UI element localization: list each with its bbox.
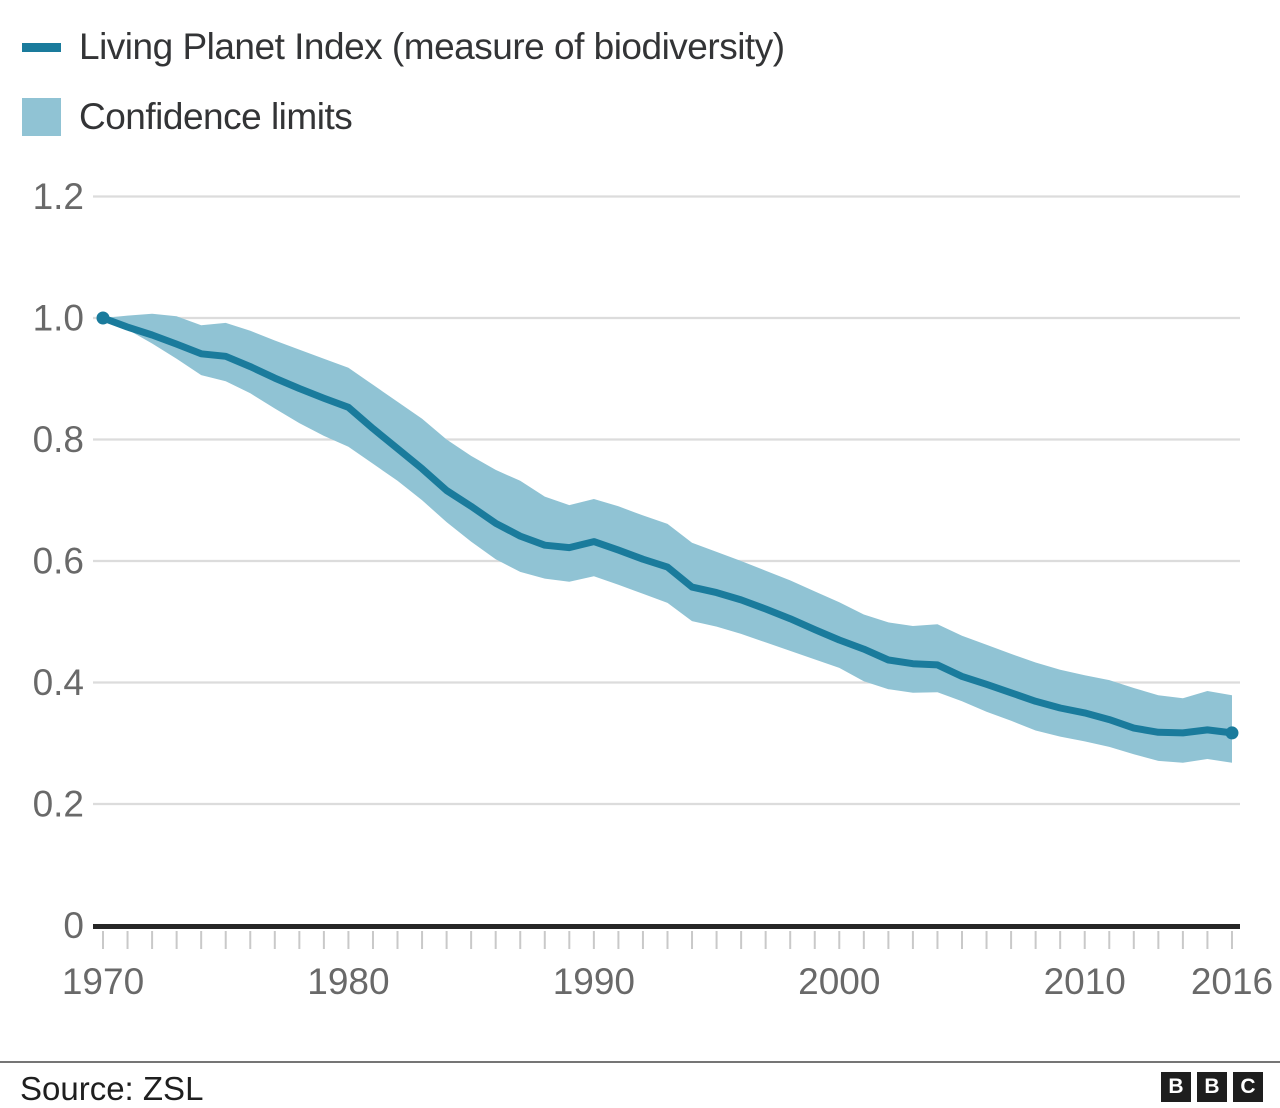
y-tick-label: 0 — [63, 905, 84, 946]
legend: Living Planet Index (measure of biodiver… — [22, 25, 785, 139]
source-label: Source: ZSL — [20, 1070, 204, 1107]
confidence-band-swatch — [22, 98, 61, 136]
x-tick-label: 1970 — [62, 961, 144, 1002]
lpi-line-swatch — [22, 42, 61, 52]
footer-divider — [0, 1061, 1280, 1063]
y-tick-label: 0.2 — [33, 784, 84, 825]
y-tick-label: 1.2 — [33, 176, 84, 217]
y-tick-label: 0.8 — [33, 419, 84, 460]
legend-item-confidence: Confidence limits — [22, 95, 785, 139]
lpi-legend-label: Living Planet Index (measure of biodiver… — [79, 26, 785, 67]
x-tick-label: 2000 — [798, 961, 880, 1002]
y-tick-label: 0.4 — [33, 662, 84, 703]
bbc-logo-block-b1: B — [1161, 1072, 1191, 1102]
confidence-legend-label: Confidence limits — [79, 96, 353, 137]
y-tick-label: 0.6 — [33, 541, 84, 582]
lpi-line — [99, 314, 1236, 737]
bbc-logo: B B C — [1155, 1072, 1263, 1102]
bbc-logo-block-c: C — [1233, 1072, 1263, 1102]
x-tick-label: 1980 — [307, 961, 389, 1002]
line-end-dot — [1225, 726, 1239, 740]
x-tick-label: 1990 — [553, 961, 635, 1002]
lpi-line-chart: 1.2 1.0 0.8 0.6 0.4 0.2 0 1970 1980 1990 2000 2010 2… — [33, 176, 1274, 1002]
confidence-band — [103, 313, 1232, 763]
legend-item-lpi: Living Planet Index (measure of biodiver… — [22, 25, 785, 69]
x-tick-label: 2016 — [1191, 961, 1273, 1002]
y-tick-label: 1.0 — [33, 298, 84, 339]
x-tick-label: 2010 — [1044, 961, 1126, 1002]
line-start-dot — [96, 311, 110, 325]
bbc-logo-block-b2: B — [1197, 1072, 1227, 1102]
